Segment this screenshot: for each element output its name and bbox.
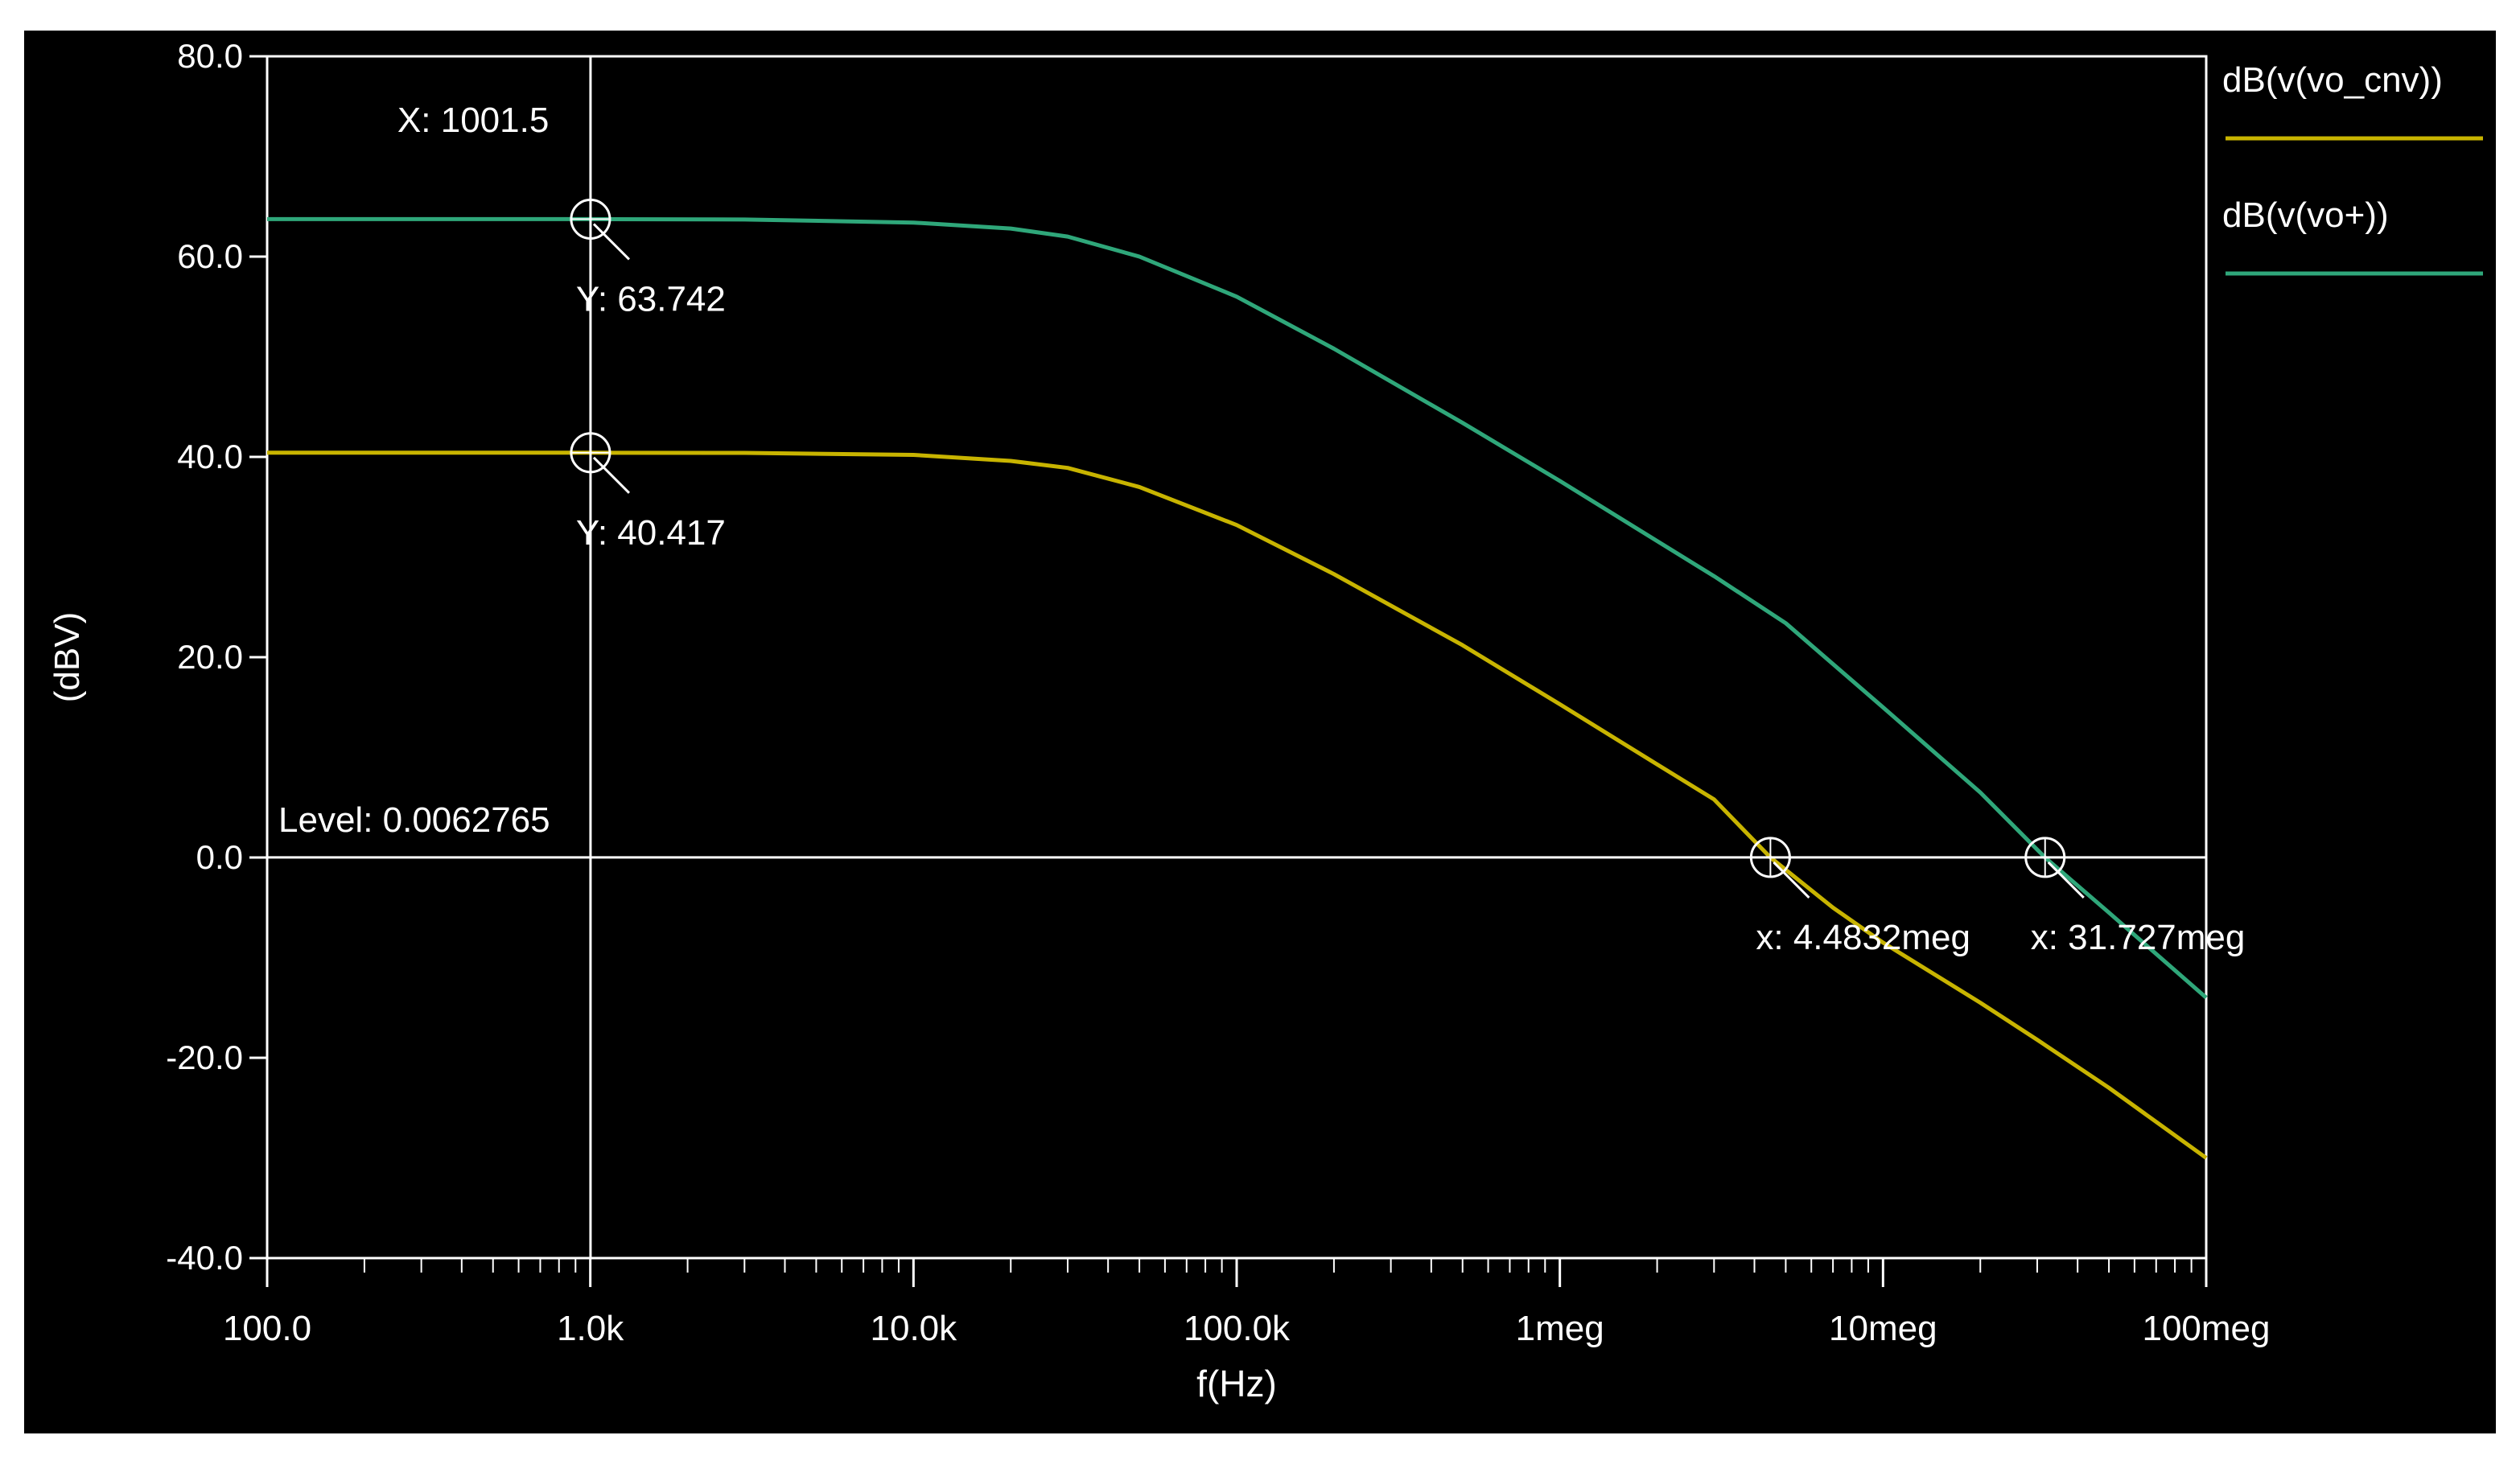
x-tick-label: 1meg [1516,1309,1604,1348]
bode-plot: 80.0 60.0 40.0 20.0 0.0 -20.0 -40.0 100.0 1.0k 10… [47,37,2483,1404]
marker-label: Y: 63.742 [576,279,726,319]
marker-label: Y: 40.417 [576,513,726,553]
marker-label: x: 4.4832meg [1756,918,1970,957]
y-tick-label: 0.0 [196,838,243,876]
chart-frame: 80.0 60.0 40.0 20.0 0.0 -20.0 -40.0 100.0 1.0k 10… [24,31,2496,1433]
series-line-1 [267,450,2208,1160]
y-axis-title: (dBV) [47,612,87,702]
plot-border [266,55,2208,1260]
y-tick-label: 80.0 [177,37,243,75]
x-tick-label: 100.0k [1184,1309,1291,1348]
marker-arrow [592,456,630,494]
x-tick-label: 10.0k [871,1309,958,1348]
marker-arrow [1773,861,1810,899]
x-tick-label: 1.0k [557,1309,624,1348]
y-tick-label: 60.0 [177,237,243,275]
cursor-level-label: Level: 0.0062765 [278,800,550,840]
x-tick-label: 100meg [2142,1309,2270,1348]
series-line-2 [267,216,2208,1000]
y-tick-label: 40.0 [177,438,243,475]
curves-layer [267,216,2208,1160]
marker-arrow [2047,861,2085,899]
legend: dB(v(vo_cnv)) dB(v(vo+)) [2222,60,2483,276]
marker-label: x: 31.727meg [2031,918,2246,957]
y-tick-label: -40.0 [166,1239,243,1277]
marker-arrow [592,223,630,261]
cursors-layer [267,56,2206,1258]
y-tick-label: 20.0 [177,638,243,676]
cursor-x-label: X: 1001.5 [397,101,549,140]
y-tick-label: -20.0 [166,1038,243,1076]
legend-label-2: dB(v(vo+)) [2222,195,2389,235]
legend-label-1: dB(v(vo_cnv)) [2222,60,2443,100]
x-axis-title: f(Hz) [1196,1363,1277,1404]
labels-layer: 80.0 60.0 40.0 20.0 0.0 -20.0 -40.0 100.0 1.0k 10… [47,37,2271,1404]
axes-layer [249,55,2208,1287]
x-tick-label: 100.0 [223,1309,311,1348]
x-tick-label: 10meg [1829,1309,1937,1348]
